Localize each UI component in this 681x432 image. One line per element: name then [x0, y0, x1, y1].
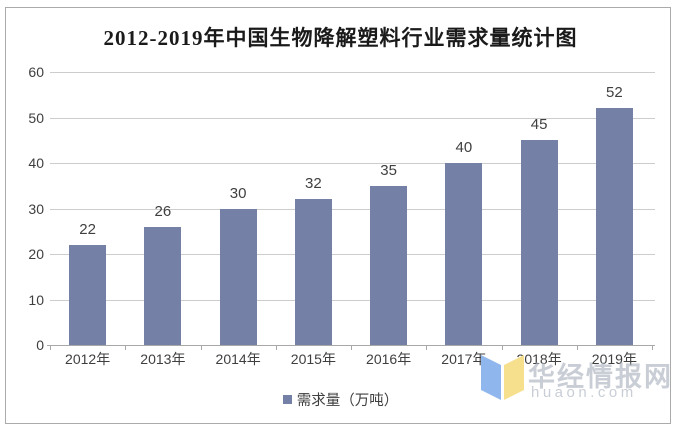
gridline [50, 72, 655, 73]
bar-value-label: 22 [79, 220, 96, 238]
y-axis-tick-label: 0 [36, 337, 44, 353]
bar [370, 185, 408, 345]
bar [219, 208, 257, 345]
x-axis-tick [426, 346, 428, 350]
x-axis-tick-label: 2019年 [591, 351, 637, 367]
bar [294, 199, 332, 345]
x-axis-tick [351, 346, 352, 350]
chart-title: 2012-2019年中国生物降解塑料行业需求量统计图 [103, 26, 578, 50]
gridline [50, 299, 655, 301]
bar [445, 163, 483, 345]
bar-value-label: 40 [455, 139, 473, 156]
bar-value-label: 30 [229, 184, 247, 202]
bar [595, 108, 633, 345]
x-axis-tick-label: 2018年 [516, 351, 562, 367]
x-axis-tick-label: 2012年 [65, 351, 111, 367]
x-axis-tick-label: 2016年 [366, 351, 412, 367]
y-axis-tick-label: 10 [28, 291, 44, 308]
gridline [50, 254, 655, 255]
legend: 需求量（万吨） [0, 389, 681, 410]
x-axis-tick [50, 346, 51, 350]
legend-marker-icon [282, 395, 292, 404]
x-axis-tick [200, 346, 202, 350]
bar [144, 226, 182, 345]
x-axis-tick [125, 346, 127, 350]
bar-value-label: 45 [530, 116, 548, 134]
y-axis-tick-label: 20 [28, 246, 44, 262]
bar-value-label: 35 [380, 161, 397, 179]
x-axis-tick-label: 2017年 [441, 351, 487, 367]
x-axis-tick [501, 346, 503, 350]
x-axis-tick-label: 2013年 [140, 351, 186, 367]
gridline [50, 163, 655, 164]
x-axis-tick [652, 346, 653, 350]
bar-value-label: 52 [606, 84, 623, 102]
y-axis-tick-label: 40 [28, 155, 44, 171]
gridline [50, 208, 655, 210]
bar [69, 244, 107, 345]
x-axis-tick-label: 2015年 [290, 351, 336, 367]
y-axis-tick-label: 30 [28, 200, 44, 217]
bar-value-label: 26 [154, 202, 172, 220]
x-axis-line [47, 345, 655, 346]
y-axis-tick-label: 60 [28, 64, 44, 80]
bar-value-label: 32 [305, 175, 322, 193]
x-axis-tick-label: 2014年 [215, 351, 261, 367]
gridline [50, 117, 655, 119]
bar [520, 140, 558, 345]
x-axis-tick [576, 346, 578, 350]
y-axis-tick-label: 50 [28, 109, 44, 126]
chart-border [5, 7, 671, 424]
legend-label: 需求量（万吨） [296, 393, 399, 409]
x-axis-tick [275, 346, 277, 350]
